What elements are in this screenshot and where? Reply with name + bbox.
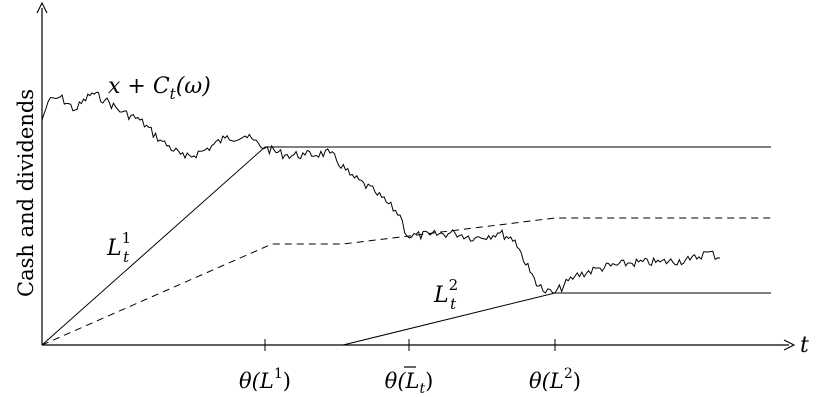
l2-line (342, 292, 771, 346)
x-axis-label: t (800, 333, 809, 358)
aggregate-dashed-line (41, 217, 771, 346)
wealth-path (41, 91, 721, 294)
y-axis-label: Cash and dividends (14, 89, 38, 297)
tick-label-2: θ(Lt) (385, 366, 434, 397)
x-axis-arrow (783, 339, 796, 351)
y-axis-arrow (36, 1, 48, 14)
wealth-label: x + Ct(ω) (108, 74, 211, 103)
l1-line (41, 146, 771, 346)
svg-text:θ(Lt): θ(Lt) (385, 369, 434, 397)
l2-label: L2 t (433, 276, 458, 313)
l1-label: L1 t (106, 229, 131, 266)
tick-label-3: θ(L2) (529, 366, 581, 393)
tick-label-1: θ(L1) (239, 366, 291, 393)
